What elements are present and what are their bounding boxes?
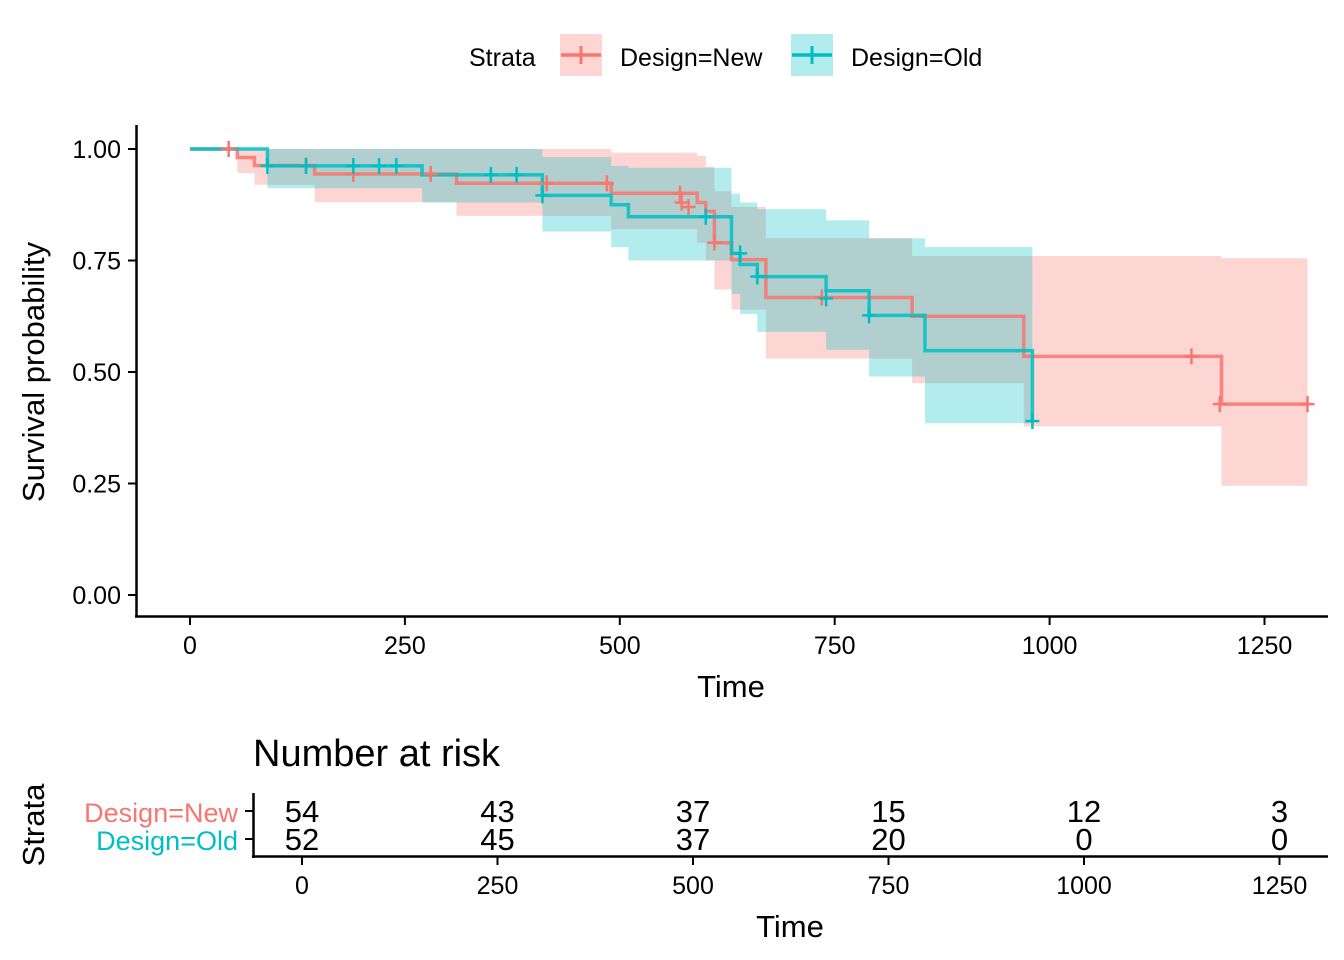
censor-mark-design-new bbox=[1300, 396, 1315, 413]
risk-x-tick-label: 1000 bbox=[1056, 872, 1112, 900]
censor-mark-design-old bbox=[260, 157, 275, 174]
censor-mark-design-old bbox=[535, 187, 550, 204]
y-tick-label: 1.00 bbox=[72, 136, 121, 164]
legend-title: Strata bbox=[469, 44, 536, 72]
y-tick-label: 0.75 bbox=[72, 248, 121, 276]
risk-x-tick-label: 0 bbox=[295, 872, 309, 900]
y-tick-label: 0.00 bbox=[72, 582, 121, 610]
censor-mark-design-new bbox=[599, 175, 614, 192]
censor-mark-design-old bbox=[862, 307, 877, 324]
risk-cell: 3 bbox=[1271, 794, 1288, 829]
censor-marks bbox=[221, 141, 1315, 430]
censor-mark-design-new bbox=[1184, 348, 1199, 365]
x-axis-title: Time bbox=[697, 669, 765, 704]
censor-mark-design-new bbox=[707, 234, 722, 251]
confidence-bands bbox=[190, 149, 1308, 486]
risk-y-axis-title: Strata bbox=[16, 783, 51, 866]
x-tick-label: 0 bbox=[183, 632, 197, 660]
censor-mark-design-old bbox=[733, 245, 748, 262]
censor-mark-design-old bbox=[1025, 413, 1040, 430]
censor-mark-design-old bbox=[372, 157, 387, 174]
risk-x-axis-title: Time bbox=[756, 909, 824, 944]
risk-x-tick-label: 250 bbox=[477, 872, 519, 900]
legend-label-design-old: Design=Old bbox=[851, 44, 982, 72]
x-tick-label: 500 bbox=[599, 632, 641, 660]
risk-row-label-design-new: Design=New bbox=[84, 798, 238, 828]
risk-cell: 37 bbox=[676, 822, 710, 857]
x-tick-label: 1000 bbox=[1022, 632, 1078, 660]
censor-mark-design-old bbox=[346, 157, 361, 174]
risk-cell: 12 bbox=[1067, 794, 1101, 829]
y-axis-title: Survival probability bbox=[16, 241, 51, 502]
legend: Strata Design=New Design=Old bbox=[469, 34, 982, 76]
risk-x-tick-label: 750 bbox=[868, 872, 910, 900]
legend-key-design-old bbox=[791, 34, 833, 76]
ci-band-design-new bbox=[190, 149, 1308, 486]
censor-mark-design-new bbox=[1212, 396, 1227, 413]
survival-plot: 0.000.250.500.751.00 0 250 500 750 1000 1250 … bbox=[16, 125, 1328, 704]
risk-cell: 0 bbox=[1271, 822, 1288, 857]
censor-mark-design-old bbox=[509, 166, 524, 183]
y-tick-label: 0.50 bbox=[72, 359, 121, 387]
risk-cell: 37 bbox=[676, 794, 710, 829]
censor-mark-design-new bbox=[423, 165, 438, 182]
legend-label-design-new: Design=New bbox=[620, 44, 763, 72]
censor-mark-design-new bbox=[672, 185, 687, 202]
risk-cell: 43 bbox=[480, 794, 514, 829]
risk-x-tick-label: 1250 bbox=[1252, 872, 1308, 900]
censor-mark-design-new bbox=[681, 198, 696, 215]
censor-mark-design-new bbox=[221, 141, 236, 157]
risk-x-axis-ticks: 0 250 500 750 1000 1250 bbox=[295, 857, 1307, 900]
risk-table-title: Number at risk bbox=[253, 733, 501, 775]
censor-mark-design-new bbox=[539, 175, 554, 192]
ci-band-design-old bbox=[190, 149, 1033, 424]
risk-cell: 45 bbox=[480, 822, 514, 857]
y-tick-label: 0.25 bbox=[72, 471, 121, 499]
censor-mark-design-old bbox=[750, 268, 765, 285]
legend-key-design-new bbox=[560, 34, 602, 76]
x-tick-label: 750 bbox=[814, 632, 856, 660]
risk-cell: 15 bbox=[871, 794, 905, 829]
risk-row-label-design-old: Design=Old bbox=[96, 826, 238, 856]
y-axis-ticks: 0.00 0.25 0.50 0.75 1.00 bbox=[72, 136, 136, 610]
censor-mark-design-old bbox=[389, 157, 404, 174]
risk-cell: 20 bbox=[871, 822, 905, 857]
x-axis-ticks: 0 250 500 750 1000 1250 bbox=[183, 617, 1292, 660]
risk-cell: 52 bbox=[285, 822, 319, 857]
risk-table-cells: 54 43 37 15 12 3 52 45 37 20 0 0 bbox=[285, 794, 1288, 857]
censor-mark-design-old bbox=[483, 166, 498, 183]
risk-x-tick-label: 500 bbox=[672, 872, 714, 900]
risk-cell: 0 bbox=[1075, 822, 1092, 857]
censor-mark-design-old bbox=[299, 157, 314, 174]
risk-cell: 54 bbox=[285, 794, 319, 829]
x-tick-label: 250 bbox=[384, 632, 426, 660]
censor-mark-design-old bbox=[819, 290, 834, 307]
censor-mark-design-old bbox=[698, 208, 713, 225]
x-tick-label: 1250 bbox=[1237, 632, 1293, 660]
